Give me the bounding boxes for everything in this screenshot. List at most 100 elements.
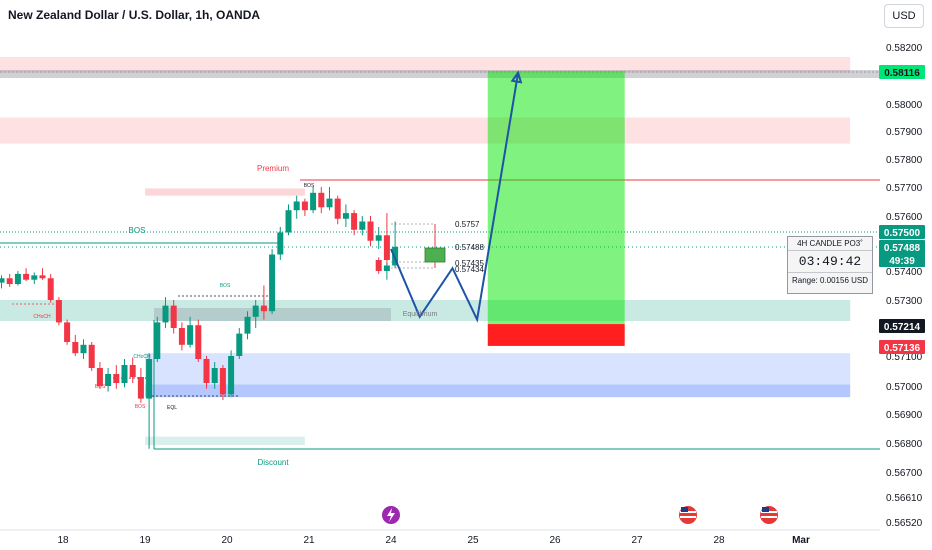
candle <box>211 362 218 389</box>
svg-text:0.57214: 0.57214 <box>884 322 921 333</box>
candle <box>31 272 38 285</box>
candle <box>310 187 317 214</box>
label-discount: Discount <box>257 458 289 467</box>
candle <box>334 195 341 225</box>
candle <box>187 316 194 348</box>
price-badge: 49:39 <box>879 253 925 267</box>
candle <box>318 187 325 214</box>
price-axis: 0.58200 0.58000 0.57900 0.57800 0.57700 0.576… <box>886 43 923 529</box>
candle <box>154 316 161 362</box>
price-tick-label: 0.58000 <box>886 100 923 111</box>
candle <box>55 297 62 326</box>
candle <box>6 273 13 287</box>
lightning-glyph <box>387 508 395 522</box>
price-tick-label: 0.57900 <box>886 127 923 138</box>
time-tick-label: 27 <box>631 535 643 546</box>
candle <box>301 198 308 216</box>
time-tick-label: 20 <box>221 535 233 546</box>
projection-path <box>390 72 520 323</box>
price-badge: 0.57488 <box>879 240 925 254</box>
time-tick-label: 21 <box>303 535 315 546</box>
candle <box>96 362 103 389</box>
premium-zone-2 <box>0 117 851 144</box>
stop-loss-zone <box>487 324 625 346</box>
price-tick-label: 0.58200 <box>886 43 923 54</box>
candle <box>219 365 226 400</box>
candle <box>375 257 382 274</box>
candle <box>137 368 144 403</box>
candle <box>203 356 210 389</box>
candle <box>113 365 120 389</box>
long-position-tool <box>487 70 625 346</box>
price-tick-label: 0.56610 <box>886 493 923 504</box>
price-tick-label: 0.57400 <box>886 267 923 278</box>
price-badge: 0.57214 <box>879 319 925 333</box>
candle <box>244 311 251 340</box>
label-equilibrium: Equilibrium <box>403 311 438 318</box>
candle <box>252 300 259 328</box>
chart-title: New Zealand Dollar / U.S. Dollar, 1h, OA… <box>8 8 261 22</box>
candle <box>47 273 54 303</box>
candle <box>80 339 87 359</box>
label-bos-1: BOS <box>304 183 315 189</box>
price-badge: 0.58116 <box>879 65 925 79</box>
label-level-4: 0.57434 <box>455 265 484 274</box>
svg-text:49:39: 49:39 <box>889 256 915 267</box>
time-tick-label: Mar <box>792 535 810 546</box>
candle <box>88 342 95 371</box>
label-bos-main: BOS <box>129 226 146 235</box>
target-level-band <box>0 70 880 78</box>
candle <box>351 210 358 236</box>
candle <box>170 300 177 334</box>
label-choch-1: CHoCH <box>33 314 51 320</box>
candle <box>121 359 128 388</box>
countdown-time: 03:49:42 <box>788 251 872 273</box>
label-eql: EQL <box>167 405 177 411</box>
countdown-box: 4H CANDLE PO3˚ 03:49:42 Range: 0.00156 U… <box>787 236 873 294</box>
discount-zone <box>145 436 305 446</box>
label-level-1: 0.5757 <box>455 220 480 229</box>
label-bos-2: BOS <box>220 283 231 289</box>
time-tick-label: 18 <box>57 535 69 546</box>
demand-zone-light <box>145 353 851 385</box>
candle <box>359 216 366 236</box>
price-tick-label: 0.57700 <box>886 183 923 194</box>
candle <box>162 297 169 328</box>
us-flag-icon-2 <box>760 506 778 524</box>
premium-zone-top <box>0 56 851 73</box>
candle <box>383 213 390 266</box>
candle <box>326 187 333 211</box>
countdown-title: 4H CANDLE PO3˚ <box>788 237 872 251</box>
candle <box>375 227 382 249</box>
po3-candle <box>424 247 446 263</box>
svg-text:0.58116: 0.58116 <box>884 68 920 79</box>
label-choch-2: CHoCH <box>133 354 151 360</box>
candles-layer <box>0 187 399 449</box>
candle <box>260 285 267 320</box>
candle <box>285 204 292 236</box>
time-tick-label: 26 <box>549 535 561 546</box>
price-tick-label: 0.57300 <box>886 296 923 307</box>
price-tick-label: 0.57800 <box>886 155 923 166</box>
label-bos-3: BOS <box>95 384 106 390</box>
price-tick-label: 0.56900 <box>886 410 923 421</box>
demand-zone-dark <box>145 384 851 398</box>
price-tick-label: 0.56520 <box>886 518 923 529</box>
price-tick-label: 0.57100 <box>886 352 923 363</box>
candle <box>293 195 300 219</box>
price-tick-label: 0.57000 <box>886 382 923 393</box>
price-tick-label: 0.57600 <box>886 212 923 223</box>
price-tick-label: 0.56700 <box>886 468 923 479</box>
label-premium: Premium <box>257 164 289 173</box>
candle <box>129 357 136 383</box>
candle <box>269 249 276 314</box>
take-profit-zone <box>487 70 625 325</box>
candle <box>236 328 243 359</box>
time-axis: 18 19 20 21 24 25 26 27 28 Mar <box>0 529 880 546</box>
candle <box>367 216 374 247</box>
candle <box>72 335 79 356</box>
currency-selector[interactable]: USD <box>884 4 924 28</box>
candle <box>105 368 112 392</box>
label-bos-4: BOS <box>135 404 146 410</box>
